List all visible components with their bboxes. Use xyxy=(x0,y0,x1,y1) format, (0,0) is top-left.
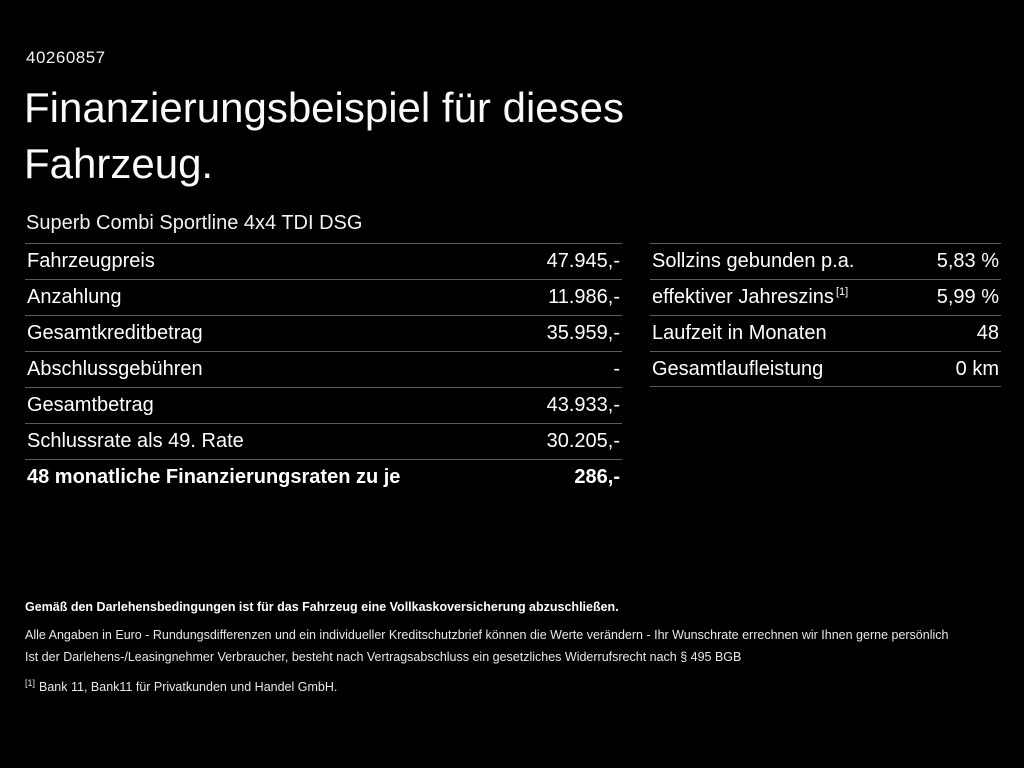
row-value: 11.986,- xyxy=(548,286,620,308)
row-label: 48 monatliche Finanzierungsraten zu je xyxy=(27,466,401,488)
table-row-gesamtlaufleistung: Gesamtlaufleistung 0 km xyxy=(650,351,1001,387)
table-row-abschlussgebuehren: Abschlussgebühren - xyxy=(25,351,622,387)
disclaimer-block: Gemäß den Darlehensbedingungen ist für d… xyxy=(25,596,990,694)
disclaimer-line-widerruf: Ist der Darlehens-/Leasingnehmer Verbrau… xyxy=(25,650,742,664)
row-label: Laufzeit in Monaten xyxy=(652,322,827,344)
table-row-anzahlung: Anzahlung 11.986,- xyxy=(25,279,622,315)
row-label-text: effektiver Jahreszins xyxy=(652,286,834,308)
table-row-sollzins: Sollzins gebunden p.a. 5,83 % xyxy=(650,243,1001,279)
row-label: Gesamtbetrag xyxy=(27,394,154,416)
footnote-bank11: [1] Bank 11, Bank11 für Privatkunden und … xyxy=(25,678,990,694)
finance-table-right: Sollzins gebunden p.a. 5,83 % effektiver… xyxy=(650,243,1001,387)
row-value: 286,- xyxy=(574,466,620,488)
row-value: - xyxy=(613,358,620,380)
row-value: 0 km xyxy=(955,357,999,380)
footnote-marker: [1] xyxy=(25,678,36,688)
table-row-gesamtkreditbetrag: Gesamtkreditbetrag 35.959,- xyxy=(25,315,622,351)
row-label: effektiver Jahreszins [1] xyxy=(652,286,848,309)
row-label: Schlussrate als 49. Rate xyxy=(27,430,244,452)
page-title-line1: Finanzierungsbeispiel für dieses xyxy=(24,84,624,131)
table-row-effektiver-jahreszins: effektiver Jahreszins [1] 5,99 % xyxy=(650,279,1001,315)
disclaimer-line-insurance: Gemäß den Darlehensbedingungen ist für d… xyxy=(25,600,619,614)
row-label: Sollzins gebunden p.a. xyxy=(652,250,855,272)
vehicle-subtitle: Superb Combi Sportline 4x4 TDI DSG xyxy=(26,212,363,234)
row-label: Gesamtlaufleistung xyxy=(652,357,824,380)
finance-table-left: Fahrzeugpreis 47.945,- Anzahlung 11.986,… xyxy=(25,243,622,495)
table-row-monatliche-raten: 48 monatliche Finanzierungsraten zu je 2… xyxy=(25,459,622,495)
table-row-laufzeit: Laufzeit in Monaten 48 xyxy=(650,315,1001,351)
row-label: Fahrzeugpreis xyxy=(27,250,155,272)
page-title-line2: Fahrzeug. xyxy=(24,140,214,187)
table-row-gesamtbetrag: Gesamtbetrag 43.933,- xyxy=(25,387,622,423)
row-label: Anzahlung xyxy=(27,286,122,308)
table-row-fahrzeugpreis: Fahrzeugpreis 47.945,- xyxy=(25,243,622,279)
footnote-ref: [1] xyxy=(835,286,849,299)
row-value: 48 xyxy=(976,322,999,344)
row-value: 47.945,- xyxy=(546,250,620,272)
table-row-schlussrate: Schlussrate als 49. Rate 30.205,- xyxy=(25,423,622,459)
row-label: Abschlussgebühren xyxy=(27,358,203,380)
row-label: Gesamtkreditbetrag xyxy=(27,322,203,344)
row-value: 43.933,- xyxy=(546,394,620,416)
row-value: 5,99 % xyxy=(936,286,999,308)
footnote-text: Bank 11, Bank11 für Privatkunden und Han… xyxy=(39,680,338,695)
disclaimer-line-euro: Alle Angaben in Euro - Rundungsdifferenz… xyxy=(25,628,949,642)
row-value: 35.959,- xyxy=(546,322,620,344)
page-title: Finanzierungsbeispiel für dieses Fahrzeu… xyxy=(24,80,624,192)
vehicle-id: 40260857 xyxy=(26,48,106,67)
row-value: 30.205,- xyxy=(546,430,620,452)
row-value: 5,83 % xyxy=(936,250,999,272)
